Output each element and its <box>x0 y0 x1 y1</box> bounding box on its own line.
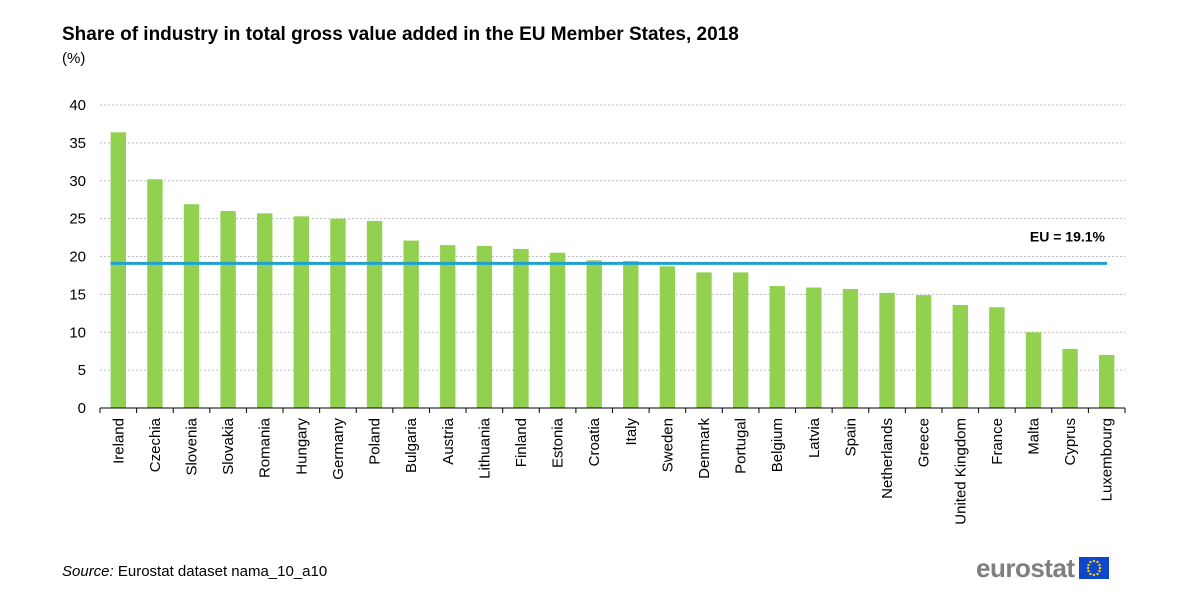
bar <box>476 245 493 408</box>
source-label: Source: <box>62 563 114 580</box>
y-tick-label: 25 <box>69 211 86 228</box>
x-tick-label: Malta <box>1025 417 1042 454</box>
bar <box>330 218 346 408</box>
x-tick-label: Netherlands <box>879 418 896 499</box>
eu-flag-icon <box>1078 557 1109 579</box>
bar <box>366 220 383 408</box>
x-tick-label: Austria <box>440 417 457 464</box>
x-tick-label: Portugal <box>733 418 750 474</box>
x-tick-label: Spain <box>842 418 859 456</box>
bar <box>513 248 529 408</box>
bar <box>220 211 236 408</box>
x-tick-label: Sweden <box>659 418 676 472</box>
bar <box>1025 332 1042 408</box>
bar <box>696 272 712 408</box>
x-tick-label: Romania <box>257 417 274 478</box>
y-tick-label: 15 <box>69 286 86 303</box>
bar <box>952 304 968 408</box>
source-note: Source: Eurostat dataset nama_10_a10 <box>62 563 327 580</box>
x-tick-label: Poland <box>367 418 384 465</box>
bar <box>257 213 273 408</box>
eurostat-logo: eurostat <box>976 553 1109 583</box>
bar <box>1099 354 1115 408</box>
bar <box>110 132 126 408</box>
bar <box>183 204 200 408</box>
bar <box>659 266 676 408</box>
bar <box>769 286 785 408</box>
x-tick-label: Hungary <box>293 418 310 475</box>
y-tick-label: 30 <box>69 173 86 190</box>
bar <box>1062 348 1078 408</box>
y-tick-label: 40 <box>69 97 86 114</box>
y-tick-label: 0 <box>78 400 86 417</box>
x-tick-label: Estonia <box>550 417 567 468</box>
chart-title: Share of industry in total gross value a… <box>62 24 739 45</box>
x-tick-label: Luxembourg <box>1099 418 1116 501</box>
bar <box>403 240 419 408</box>
bar <box>879 292 895 408</box>
x-tick-label: Germany <box>330 418 347 480</box>
bar <box>842 289 859 408</box>
bar <box>293 216 310 408</box>
bar <box>806 287 822 408</box>
bar <box>440 245 456 408</box>
bar <box>915 295 932 408</box>
x-tick-label: Croatia <box>586 417 603 466</box>
bar <box>147 179 163 408</box>
x-tick-label: Italy <box>623 418 640 446</box>
logo-text: eurostat <box>976 552 1075 583</box>
x-tick-label: Czechia <box>147 417 164 472</box>
bar <box>623 261 639 408</box>
x-tick-label: Slovakia <box>220 417 237 474</box>
x-tick-label: Slovenia <box>184 417 201 475</box>
y-tick-label: 20 <box>69 249 86 266</box>
eu-average-label: EU = 19.1% <box>1030 228 1106 244</box>
x-tick-label: Latvia <box>806 417 823 458</box>
unit-label: (%) <box>62 50 86 67</box>
x-tick-label: Finland <box>513 418 530 467</box>
x-tick-label: France <box>989 418 1006 465</box>
x-tick-label: Cyprus <box>1062 418 1079 466</box>
bar <box>989 307 1005 408</box>
y-tick-label: 10 <box>69 324 86 341</box>
bar <box>732 272 749 408</box>
y-tick-label: 5 <box>78 362 86 379</box>
x-tick-label: Greece <box>916 418 933 467</box>
x-tick-label: Bulgaria <box>403 417 420 473</box>
y-tick-label: 35 <box>69 135 86 152</box>
x-tick-label: Lithuania <box>476 417 493 479</box>
source-text: Eurostat dataset nama_10_a10 <box>117 563 328 580</box>
x-tick-label: Ireland <box>110 418 127 464</box>
x-tick-label: Denmark <box>696 418 713 479</box>
bar <box>549 252 566 408</box>
bar <box>586 260 602 408</box>
x-tick-label: United Kingdom <box>952 418 969 525</box>
x-tick-label: Belgium <box>769 418 786 472</box>
